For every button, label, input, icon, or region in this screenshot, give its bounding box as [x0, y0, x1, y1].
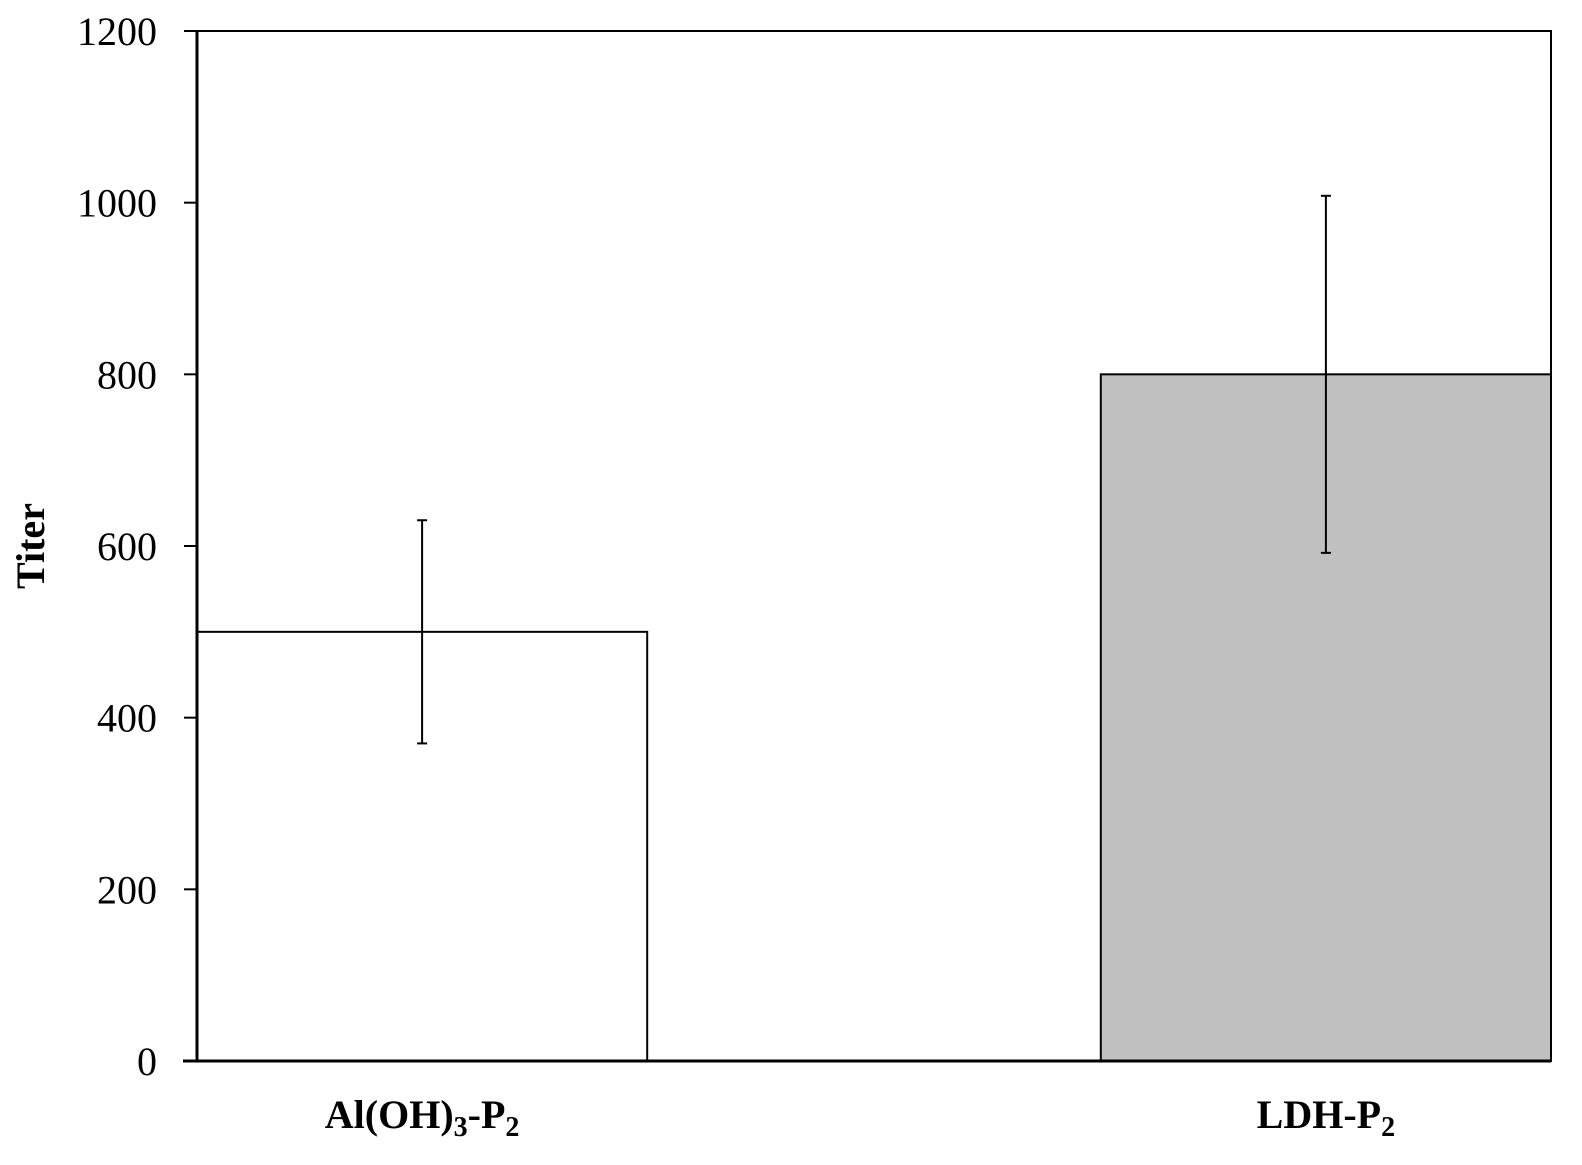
- y-tick-label: 200: [97, 867, 157, 912]
- y-tick-label: 600: [97, 524, 157, 569]
- error-bar-2: [1320, 194, 1331, 554]
- error-bars: [417, 194, 1331, 745]
- y-tick-label: 1200: [77, 9, 157, 54]
- y-axis-title: Titer: [8, 503, 53, 589]
- x-tick-label-2: LDH-P2: [1257, 1092, 1395, 1143]
- y-tick-label: 400: [97, 696, 157, 741]
- x-tick-label-1: Al(OH)3-P2: [325, 1092, 520, 1143]
- y-tick-label: 800: [97, 352, 157, 397]
- y-tick-label: 0: [137, 1039, 157, 1084]
- x-axis: Al(OH)3-P2 LDH-P2: [183, 1059, 1551, 1143]
- y-tick-label: 1000: [77, 181, 157, 226]
- y-axis: 0 200 400 600 800 1000 1200: [77, 9, 199, 1084]
- error-bar-1: [417, 519, 428, 745]
